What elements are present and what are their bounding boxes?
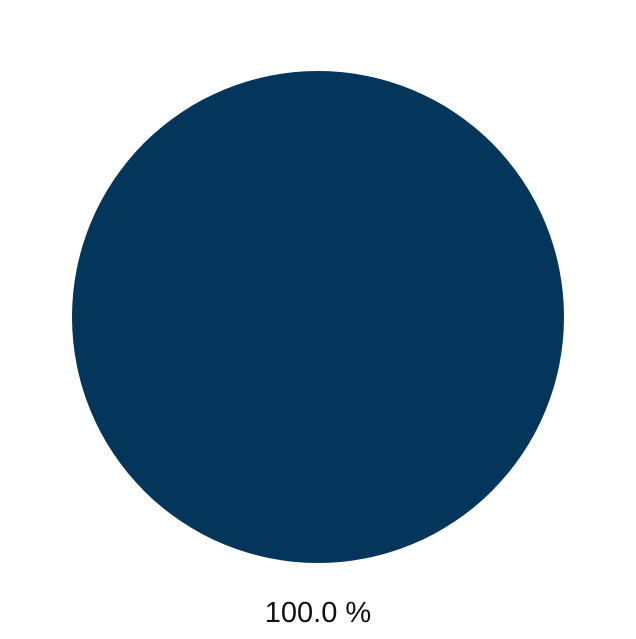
pie-slice-labels: 100.0 % xyxy=(265,597,371,629)
pie-slices xyxy=(72,71,564,563)
pie-slice-label-0: 100.0 % xyxy=(265,597,371,629)
pie-slice-0 xyxy=(72,71,564,563)
